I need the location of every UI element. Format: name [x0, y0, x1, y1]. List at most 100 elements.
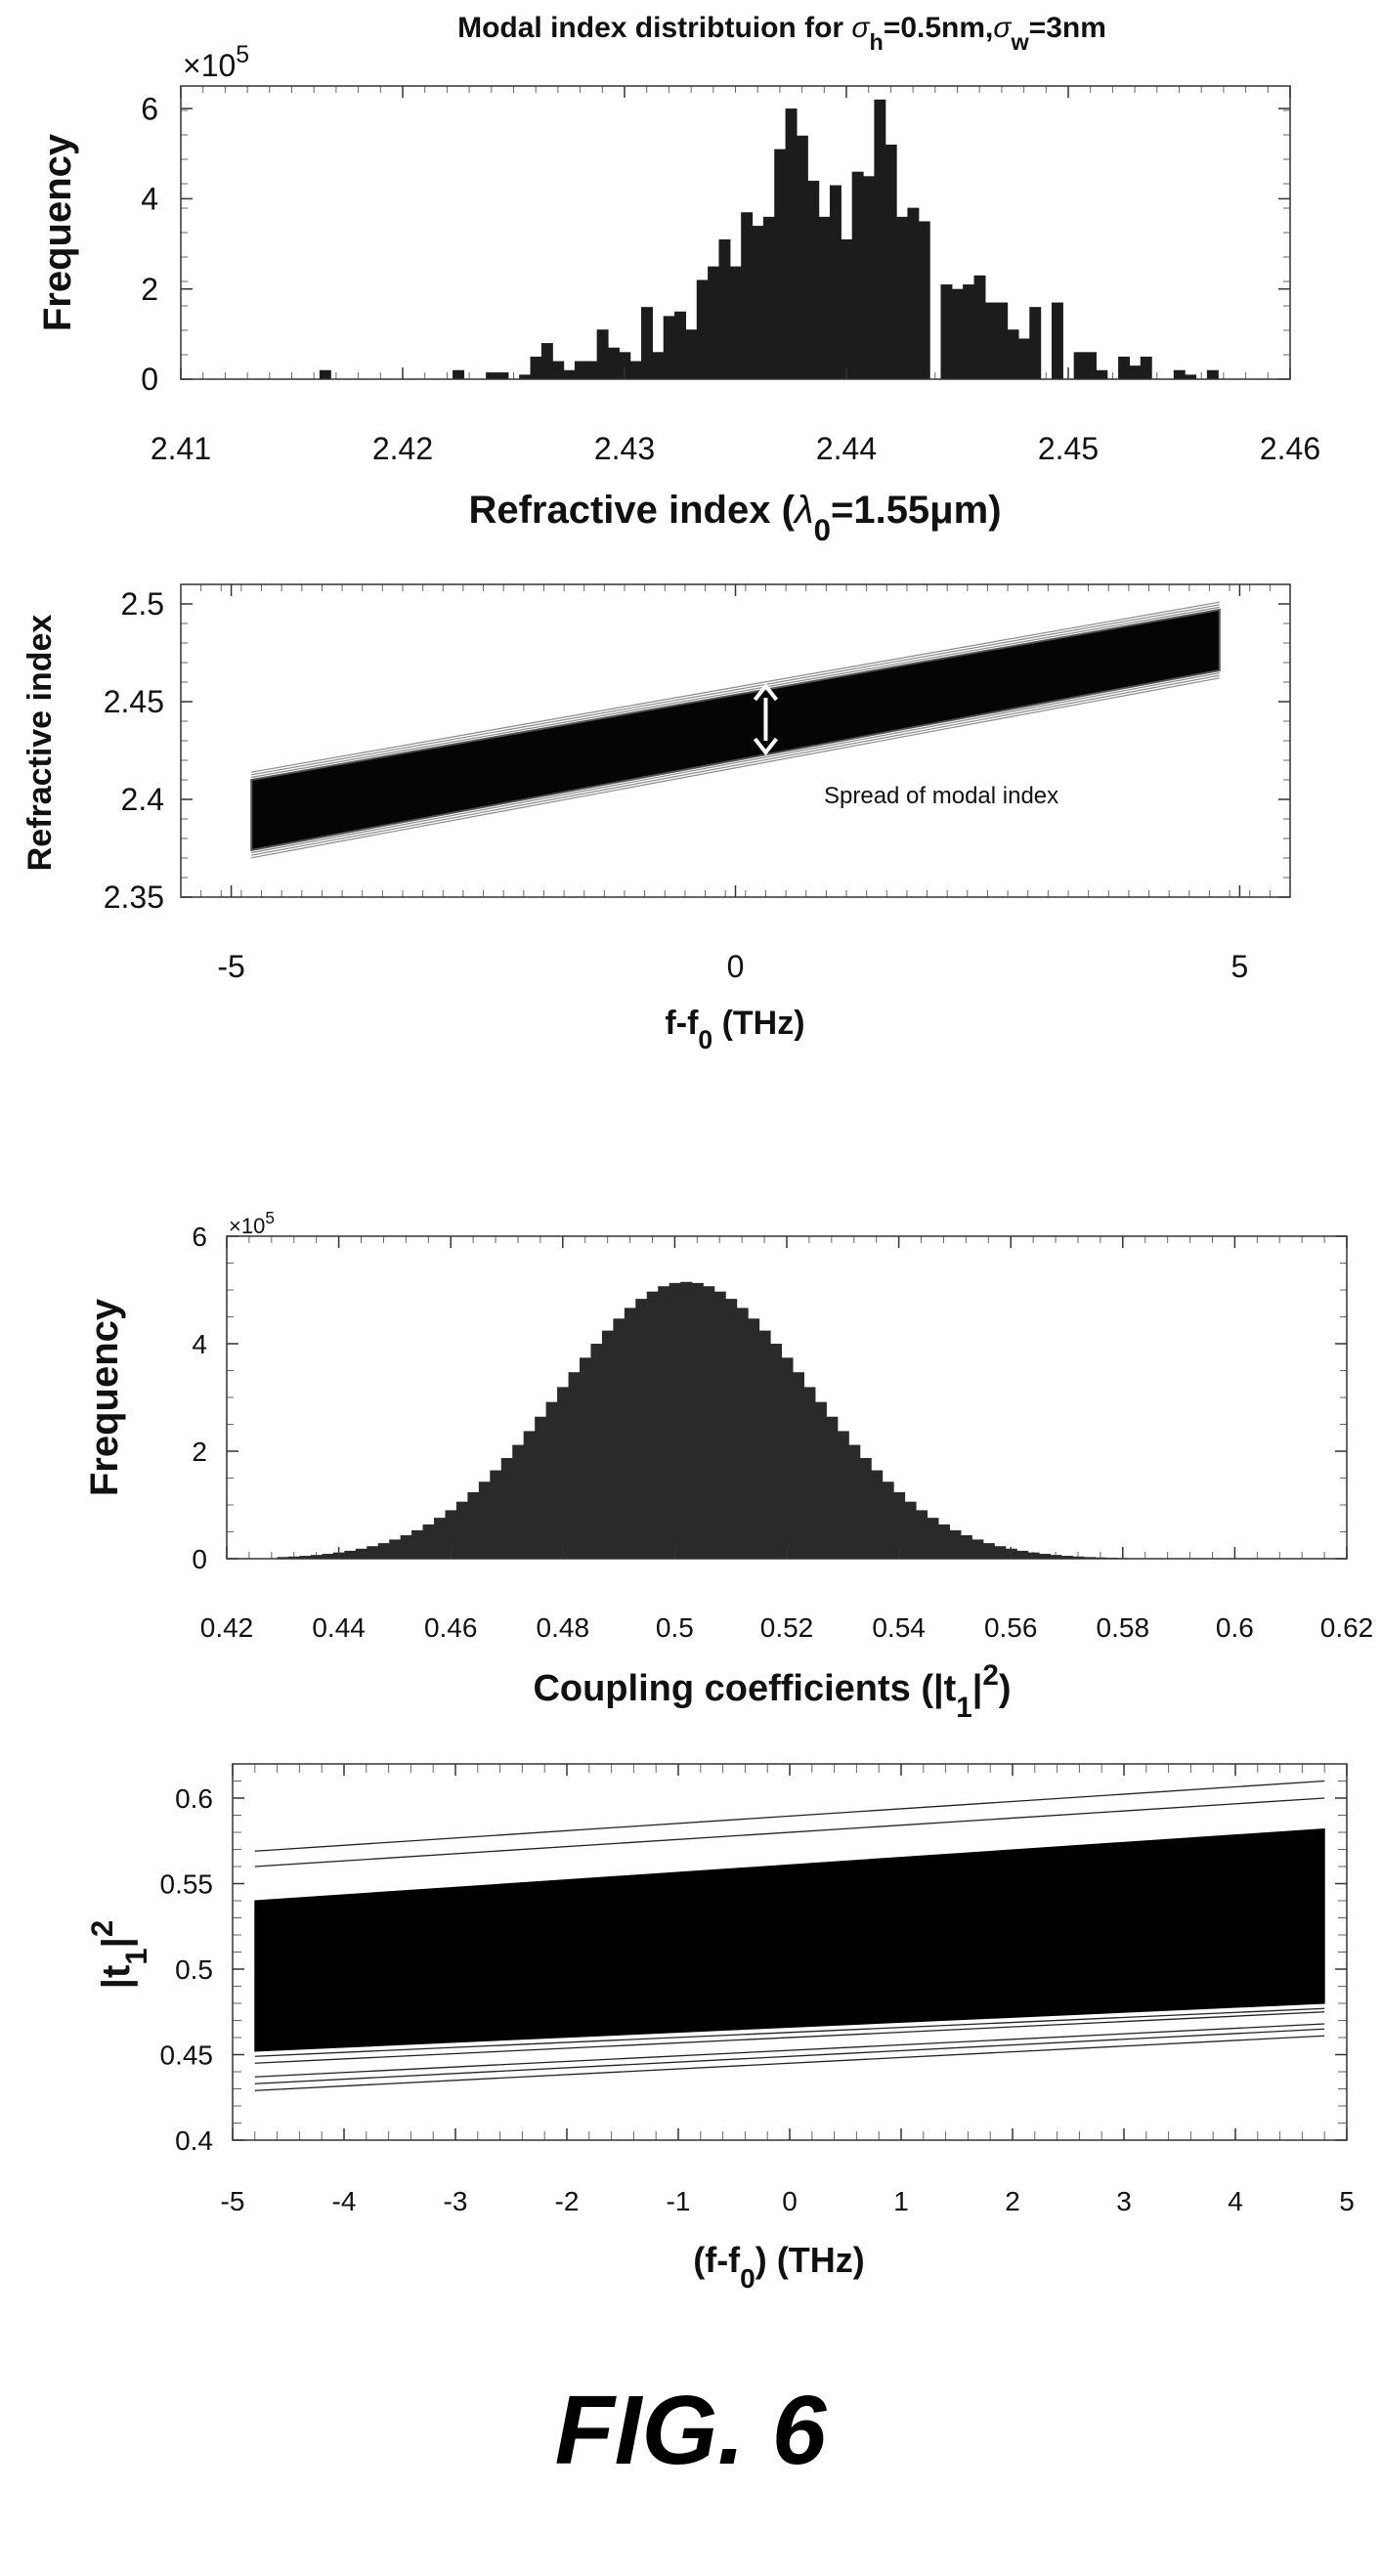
y-tick-label: 0.55	[160, 1868, 214, 1899]
x-tick-label: 2.44	[816, 431, 877, 466]
histogram-bar	[851, 171, 864, 379]
histogram-bar	[545, 1401, 558, 1559]
histogram-bar	[963, 284, 975, 379]
histogram-bar	[973, 275, 986, 379]
histogram-bar	[1085, 352, 1097, 379]
histogram-bar	[781, 1357, 794, 1559]
histogram-bar	[949, 1529, 962, 1559]
histogram-bar	[519, 374, 532, 379]
histogram-bar	[585, 361, 598, 379]
y-axis-label: |t1|2	[85, 1920, 153, 1989]
outlier-line	[254, 2028, 1325, 2084]
histogram-bar	[937, 1524, 950, 1559]
x-tick-label: 0.42	[200, 1612, 254, 1643]
histogram-bar	[367, 1546, 379, 1559]
histogram-bar	[467, 1491, 480, 1559]
histogram-bar	[299, 1556, 312, 1559]
x-tick-label: 2.41	[151, 431, 211, 466]
band-edge-line	[251, 601, 1220, 773]
histogram-bar	[971, 1539, 984, 1559]
histogram-bar	[713, 1291, 726, 1559]
histogram-bar	[863, 176, 875, 379]
histogram-bar	[841, 238, 853, 379]
band-edge-line	[251, 606, 1220, 778]
histogram-bar	[960, 1535, 972, 1559]
x-tick-label: 0.48	[537, 1612, 590, 1643]
histogram-bar	[796, 135, 808, 379]
y-tick-label: 2.5	[121, 586, 164, 622]
histogram-bar	[918, 221, 930, 379]
histogram-bar	[523, 1431, 536, 1559]
modal-index-band	[250, 608, 1221, 852]
histogram-bar	[1072, 1556, 1085, 1559]
histogram-bar	[1017, 338, 1030, 379]
band-edge-line	[251, 677, 1220, 859]
histogram-bar	[607, 347, 620, 379]
x-tick-label: 0.56	[984, 1612, 1038, 1643]
x-tick-label: 0.44	[312, 1612, 366, 1643]
x-axis-label: Coupling coefficients (|t1|2)	[533, 1659, 1011, 1724]
y-tick-label: 0.6	[175, 1783, 213, 1814]
histogram-bar	[729, 266, 742, 379]
histogram-bar	[718, 238, 731, 379]
histogram-bar	[629, 361, 642, 379]
histogram-bar	[400, 1535, 412, 1559]
histogram-bar	[859, 1457, 872, 1559]
histogram-bar	[708, 266, 720, 379]
outlier-line	[254, 1780, 1325, 1852]
histogram-bar	[658, 1286, 670, 1559]
chart-title: Modal index distribtuion for σh=0.5nm,σw…	[457, 12, 1106, 55]
x-tick-label: 2.43	[594, 431, 655, 466]
outlier-line	[254, 1797, 1325, 1868]
histogram-bar	[1007, 329, 1019, 379]
histogram-bar	[478, 1481, 492, 1559]
histogram-bar	[624, 1308, 637, 1559]
histogram-bar	[613, 1318, 626, 1559]
y-axis-label: Frequency	[83, 1298, 126, 1496]
x-tick-label: -3	[444, 2186, 468, 2216]
x-tick-label: 0.46	[424, 1612, 478, 1643]
histogram-bar	[874, 99, 886, 379]
histogram-bar	[568, 1372, 581, 1559]
histogram-bar	[377, 1543, 390, 1559]
histogram-bar	[669, 1282, 681, 1559]
histogram-bar	[552, 361, 565, 379]
y-multiplier: ×105	[229, 1208, 275, 1238]
histogram-bar	[1051, 302, 1063, 379]
y-tick-label: 2	[192, 1437, 207, 1467]
histogram-bar	[984, 302, 997, 379]
x-tick-label: 2.45	[1038, 431, 1099, 466]
histogram-bar	[674, 311, 687, 379]
x-axis-label: Refractive index (λ0=1.55μm)	[468, 489, 1001, 547]
coupling-band	[254, 1827, 1325, 2052]
y-tick-label: 2.45	[104, 684, 164, 719]
spread-arrow-head	[753, 737, 779, 756]
histogram-bar	[885, 145, 897, 379]
histogram-bar	[411, 1529, 424, 1559]
histogram-bar	[557, 1387, 570, 1559]
histogram-bar	[389, 1539, 402, 1559]
histogram-bar	[818, 216, 831, 379]
plot-frame	[180, 85, 1291, 380]
histogram-bar	[1185, 374, 1197, 379]
histogram-bar	[736, 1308, 749, 1559]
histogram-bar	[691, 1282, 704, 1559]
histogram-bar	[927, 1518, 939, 1559]
figure-label: FIG. 6	[554, 2376, 827, 2485]
histogram-bar	[758, 1330, 771, 1559]
histogram-bar	[1038, 1554, 1052, 1559]
histogram-bar	[696, 279, 709, 379]
histogram-bar	[277, 1557, 289, 1559]
x-axis-label: f-f0 (THz)	[665, 1005, 804, 1054]
x-tick-label: 5	[1339, 2186, 1355, 2216]
histogram-bar	[310, 1555, 324, 1559]
y-tick-label: 0.5	[175, 1954, 213, 1985]
x-tick-label: -5	[221, 2186, 245, 2216]
histogram-bar	[344, 1550, 357, 1559]
x-tick-label: 0.6	[1216, 1612, 1254, 1643]
histogram-bar	[814, 1401, 827, 1559]
histogram-bar	[785, 108, 798, 380]
histogram-bar	[940, 284, 953, 379]
histogram-bar	[1173, 369, 1186, 379]
band-edge-line	[251, 672, 1220, 854]
